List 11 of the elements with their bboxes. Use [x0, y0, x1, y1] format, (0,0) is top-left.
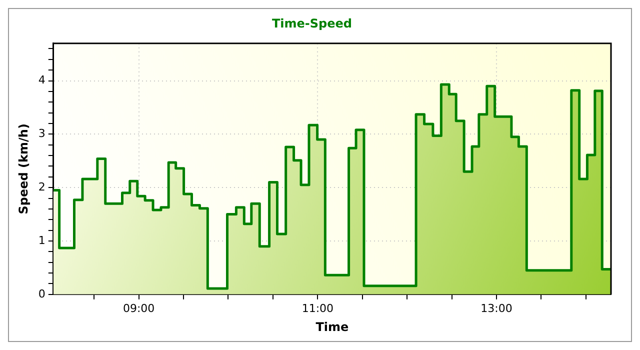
- y-tick-label: 4: [38, 74, 46, 87]
- x-tick-label: 13:00: [480, 302, 512, 315]
- y-tick-label: 1: [38, 234, 46, 247]
- x-tick-label: 11:00: [302, 302, 334, 315]
- y-tick-label: 3: [38, 127, 46, 140]
- x-tick-label: 09:00: [122, 302, 155, 315]
- y-axis-title: Speed (km/h): [16, 124, 30, 214]
- chart-title: Time-Speed: [272, 16, 352, 30]
- y-tick-label: 0: [38, 287, 46, 300]
- x-axis-title: Time: [316, 320, 349, 334]
- y-tick-label: 2: [38, 180, 46, 194]
